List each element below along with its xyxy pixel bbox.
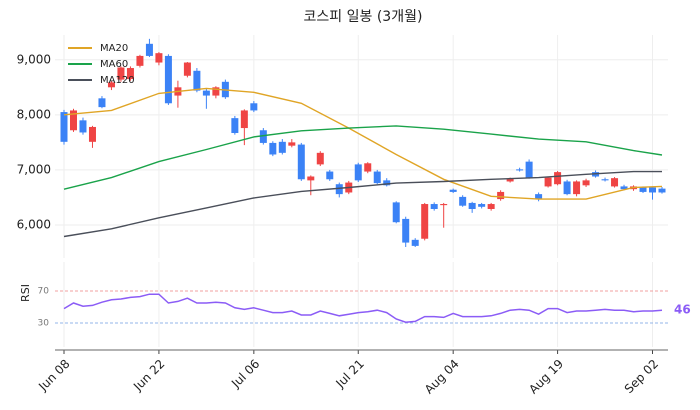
x-tick-label: Aug 19 <box>526 357 566 397</box>
candle-body <box>620 186 628 190</box>
candle-body <box>231 118 239 134</box>
candle-body <box>544 177 552 187</box>
candle-body <box>79 120 87 133</box>
y-tick-label: 9,000 <box>17 52 51 66</box>
candle-body <box>117 67 125 80</box>
rsi-axis-label: RSI <box>19 284 32 302</box>
candle-body <box>487 204 495 209</box>
y-tick-label: 7,000 <box>17 162 51 176</box>
candle-body <box>278 141 286 153</box>
legend-label: MA60 <box>100 59 128 70</box>
candle-body <box>611 178 619 187</box>
candle-body <box>136 55 144 66</box>
candle-body <box>601 179 609 181</box>
candle-body <box>240 110 248 129</box>
candle-body <box>155 53 163 63</box>
candle-body <box>383 180 391 186</box>
candle-body <box>259 130 267 143</box>
candle-body <box>202 90 210 96</box>
candle-body <box>269 142 277 155</box>
candle-body <box>145 43 153 56</box>
candle-body <box>468 202 476 209</box>
candle-body <box>440 204 448 206</box>
candle-body <box>658 188 666 193</box>
candle-body <box>459 196 467 206</box>
candle-body <box>126 68 134 80</box>
candle-body <box>193 70 201 91</box>
candle-body <box>107 82 115 88</box>
candle-body <box>212 87 220 96</box>
candle-body <box>98 98 106 108</box>
legend-label: MA120 <box>100 75 135 86</box>
candle-body <box>354 164 362 181</box>
candle-body <box>88 126 96 142</box>
candle-body <box>164 55 172 104</box>
candle-body <box>535 194 543 200</box>
candle-body <box>411 239 419 246</box>
rsi-line <box>63 293 663 323</box>
candle-body <box>183 62 191 76</box>
y-tick-label: 6,000 <box>17 217 51 231</box>
rsi-last-label: 46 <box>674 303 691 317</box>
candle-body <box>430 204 438 209</box>
candle-body <box>326 171 334 180</box>
x-tick-label: Sep 02 <box>622 357 661 396</box>
legend-label: MA20 <box>100 43 128 54</box>
ma-line <box>63 87 663 200</box>
candle-body <box>516 169 524 171</box>
x-tick-label: Jun 22 <box>130 357 167 394</box>
candle-body <box>307 176 315 181</box>
candle-body <box>60 112 68 142</box>
candle-body <box>563 181 571 195</box>
candle-body <box>478 204 486 207</box>
candle-body <box>335 184 343 195</box>
candle-body <box>582 180 590 186</box>
x-tick-label: Aug 04 <box>422 357 462 397</box>
candle-body <box>316 152 324 165</box>
x-tick-label: Jun 08 <box>35 357 72 394</box>
candle-body <box>373 171 381 184</box>
ma-line <box>63 125 663 190</box>
candle-body <box>69 110 77 131</box>
ma-line <box>63 170 662 238</box>
candle-body <box>639 187 647 192</box>
candle-body <box>554 172 562 185</box>
candle-body <box>573 181 581 195</box>
rsi-tick-label: 70 <box>38 287 50 297</box>
candle-body <box>506 178 514 182</box>
candle-body <box>402 218 410 243</box>
candle-body <box>250 103 258 111</box>
candle-body <box>392 202 400 223</box>
x-tick-label: Jul 06 <box>228 357 262 391</box>
candle-body <box>297 144 305 180</box>
candle-body <box>288 142 296 146</box>
candle-body <box>649 187 657 193</box>
x-tick-label: Jul 21 <box>333 357 367 391</box>
candle-body <box>421 204 429 239</box>
candle-body <box>364 163 372 172</box>
chart-title: 코스피 일봉 (3개월) <box>304 9 423 25</box>
rsi-tick-label: 30 <box>38 319 50 329</box>
candle-body <box>449 189 457 192</box>
y-tick-label: 8,000 <box>17 107 51 121</box>
candle-body <box>525 161 533 178</box>
candle-body <box>497 191 505 200</box>
